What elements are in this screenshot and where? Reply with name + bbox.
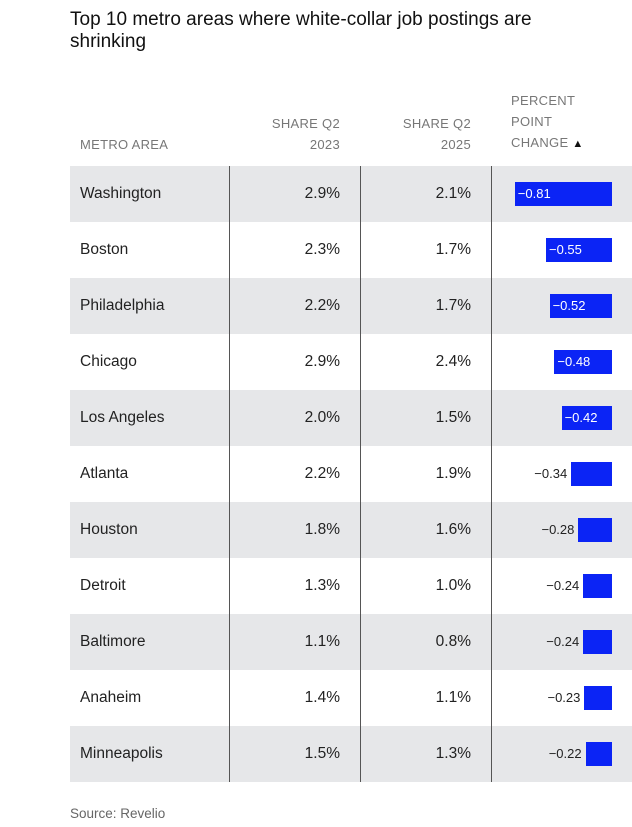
change-value-label: −0.24 (546, 578, 580, 593)
column-divider (229, 166, 230, 782)
change-value-label: −0.34 (534, 466, 568, 481)
share-2023-cell: 1.3% (304, 577, 340, 594)
change-bar (514, 182, 612, 206)
change-value-label: −0.52 (552, 298, 586, 313)
change-bar (578, 518, 612, 542)
header-change-line1: PERCENT (511, 93, 576, 108)
header-metro-area[interactable]: METRO AREA (80, 134, 168, 155)
table-row: Boston 2.3% 1.7% −0.55 (70, 222, 632, 278)
share-2025-cell: 2.4% (435, 353, 471, 370)
metro-cell: Philadelphia (80, 297, 165, 314)
column-divider (491, 166, 492, 782)
metro-cell: Boston (80, 241, 129, 258)
metro-cell: Chicago (80, 353, 137, 370)
chart-title: Top 10 metro areas where white-collar jo… (70, 9, 532, 52)
header-share-2023-line1: SHARE Q2 (271, 116, 340, 131)
table-row: Washington 2.9% 2.1% −0.81 (70, 166, 632, 222)
table-row: Anaheim 1.4% 1.1% −0.23 (70, 670, 632, 726)
share-2025-cell: 1.7% (435, 297, 471, 314)
share-2023-cell: 2.9% (304, 185, 340, 202)
table-row: Los Angeles 2.0% 1.5% −0.42 (70, 390, 632, 446)
change-value-label: −0.28 (541, 522, 575, 537)
share-2025-cell: 0.8% (435, 633, 471, 650)
share-2025-cell: 1.6% (435, 521, 471, 538)
change-value-label: −0.42 (564, 410, 598, 425)
metro-cell: Washington (80, 185, 162, 202)
data-table: Washington 2.9% 2.1% −0.81 Boston 2.3% 1.7% −0.… (70, 166, 632, 782)
metro-cell: Atlanta (80, 465, 129, 482)
change-value-label: −0.24 (546, 634, 580, 649)
change-bar (554, 350, 612, 374)
header-share-2025-line1: SHARE Q2 (402, 116, 471, 131)
change-value-label: −0.55 (549, 242, 582, 257)
table-row: Detroit 1.3% 1.0% −0.24 (70, 558, 632, 614)
share-2025-cell: 1.7% (435, 241, 471, 258)
change-bar (583, 630, 612, 654)
sort-ascending-icon[interactable]: ▲ (572, 138, 584, 150)
header-change[interactable]: PERCENT POINT CHANGE ▲ (511, 90, 621, 155)
share-2023-cell: 2.9% (304, 353, 340, 370)
share-2025-cell: 1.1% (435, 689, 471, 706)
table-row: Philadelphia 2.2% 1.7% −0.52 (70, 278, 632, 334)
metro-cell: Baltimore (80, 633, 146, 650)
share-2025-cell: 2.1% (435, 185, 471, 202)
header-share-2023-line2: 2023 (309, 137, 340, 152)
share-2023-cell: 2.3% (304, 241, 340, 258)
share-2023-cell: 2.0% (304, 409, 340, 426)
share-2025-cell: 1.3% (435, 745, 471, 762)
change-bar (584, 686, 612, 710)
change-bar (585, 742, 612, 766)
metro-cell: Minneapolis (80, 745, 163, 762)
change-value-label: −0.22 (548, 746, 582, 761)
change-value-label: −0.48 (557, 354, 591, 369)
change-value-label: −0.81 (517, 186, 551, 201)
change-bar (571, 462, 612, 486)
metro-cell: Anaheim (80, 689, 142, 706)
change-bar (549, 294, 612, 318)
table-row: Baltimore 1.1% 0.8% −0.24 (70, 614, 632, 670)
share-2025-cell: 1.9% (435, 465, 471, 482)
share-2023-cell: 1.4% (304, 689, 340, 706)
source-note: Source: Revelio (70, 806, 166, 821)
change-bar (546, 238, 612, 262)
metro-cell: Houston (80, 521, 138, 538)
share-2023-cell: 1.1% (304, 633, 340, 650)
share-2025-cell: 1.0% (435, 577, 471, 594)
column-divider (360, 166, 361, 782)
metro-cell: Detroit (80, 577, 126, 594)
header-share-2023[interactable]: SHARE Q2 2023 (230, 113, 340, 155)
share-2023-cell: 1.8% (304, 521, 340, 538)
metro-cell: Los Angeles (80, 409, 165, 426)
change-bar (561, 406, 612, 430)
change-bar (583, 574, 612, 598)
share-2025-cell: 1.5% (435, 409, 471, 426)
table-row: Houston 1.8% 1.6% −0.28 (70, 502, 632, 558)
change-value-label: −0.23 (547, 690, 581, 705)
header-share-2025[interactable]: SHARE Q2 2025 (361, 113, 471, 155)
header-change-line3: CHANGE (511, 135, 569, 150)
table-row: Chicago 2.9% 2.4% −0.48 (70, 334, 632, 390)
table-row: Atlanta 2.2% 1.9% −0.34 (70, 446, 632, 502)
header-change-line2: POINT (511, 114, 553, 129)
table-row: Minneapolis 1.5% 1.3% −0.22 (70, 726, 632, 782)
share-2023-cell: 1.5% (304, 745, 340, 762)
header-share-2025-line2: 2025 (440, 137, 471, 152)
share-2023-cell: 2.2% (304, 465, 340, 482)
share-2023-cell: 2.2% (304, 297, 340, 314)
header-metro-label: METRO AREA (80, 137, 169, 152)
